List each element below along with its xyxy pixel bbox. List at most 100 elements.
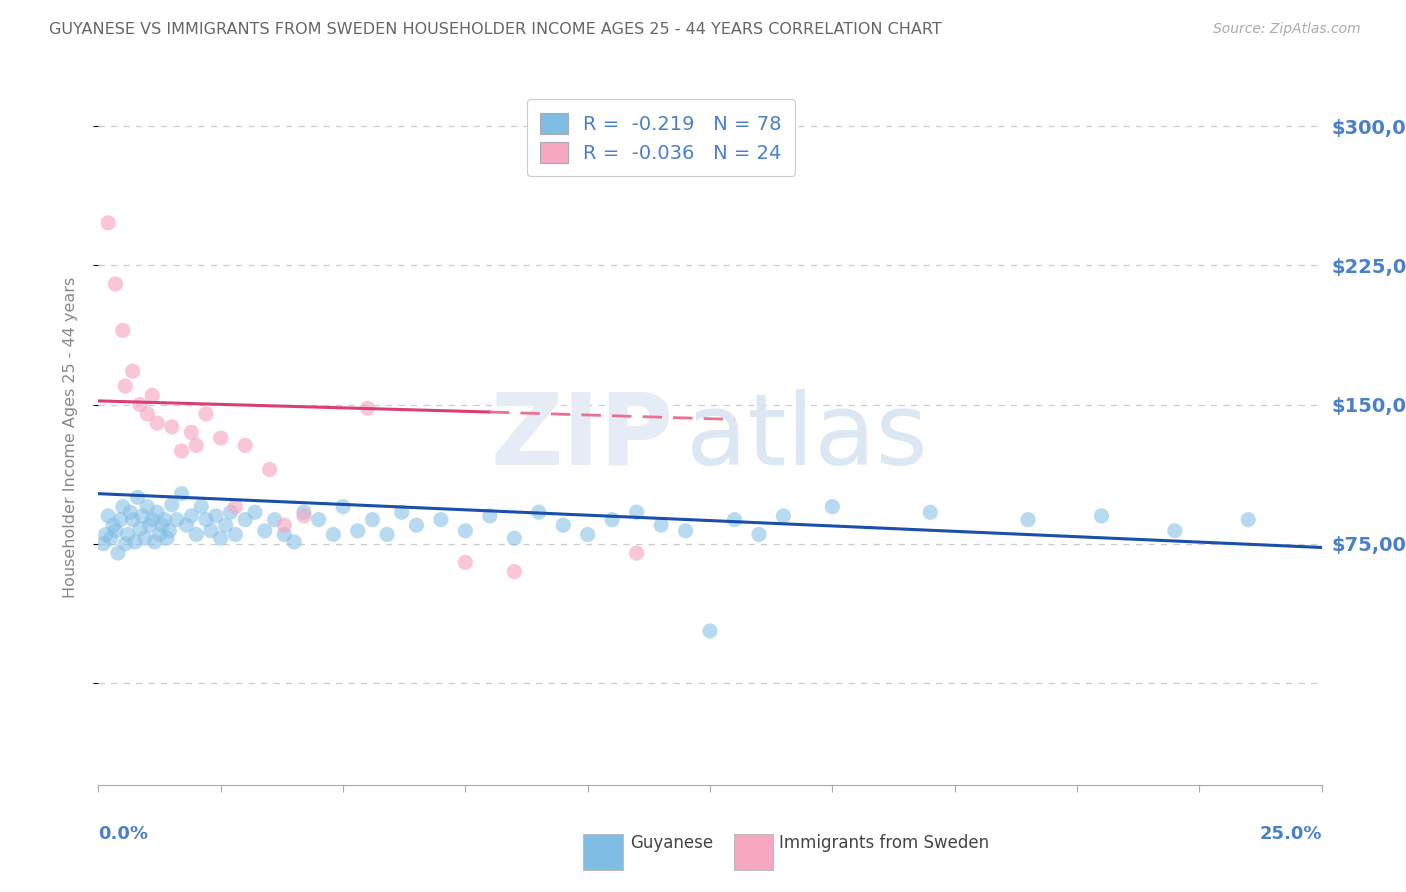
Point: [253, 524, 276, 538]
Point: [224, 500, 246, 514]
Point: [101, 518, 124, 533]
Point: [243, 505, 266, 519]
Point: [136, 500, 159, 514]
Point: [214, 518, 236, 533]
Point: [195, 513, 218, 527]
Point: [626, 505, 648, 519]
Point: [576, 527, 599, 541]
Point: [361, 513, 384, 527]
Point: [553, 518, 575, 533]
Point: [111, 500, 134, 514]
Point: [107, 546, 129, 560]
Point: [94, 527, 117, 541]
Point: [209, 531, 232, 545]
Point: [143, 535, 166, 549]
Point: [111, 323, 134, 337]
Point: [186, 438, 208, 452]
Point: [131, 508, 153, 523]
Point: [205, 508, 228, 523]
Point: [104, 277, 127, 291]
Point: [626, 546, 648, 560]
Point: [97, 216, 120, 230]
Point: [170, 444, 193, 458]
Point: [1017, 513, 1039, 527]
Point: [356, 401, 378, 416]
Y-axis label: Householder Income Ages 25 - 44 years: Householder Income Ages 25 - 44 years: [63, 277, 77, 598]
Point: [405, 518, 427, 533]
Point: [120, 505, 142, 519]
Point: [129, 522, 152, 536]
Point: [675, 524, 697, 538]
Point: [322, 527, 344, 541]
Point: [375, 527, 398, 541]
Point: [146, 416, 169, 430]
Point: [391, 505, 413, 519]
Point: [503, 531, 526, 545]
Point: [186, 527, 208, 541]
Point: [263, 513, 285, 527]
Point: [141, 513, 163, 527]
Text: atlas: atlas: [686, 389, 927, 485]
Text: Immigrants from Sweden: Immigrants from Sweden: [779, 834, 988, 852]
Point: [454, 524, 477, 538]
Point: [146, 505, 169, 519]
Point: [190, 500, 212, 514]
Point: [920, 505, 942, 519]
Point: [117, 527, 139, 541]
Point: [430, 513, 453, 527]
Text: Guyanese: Guyanese: [630, 834, 713, 852]
Text: Source: ZipAtlas.com: Source: ZipAtlas.com: [1213, 22, 1361, 37]
Point: [160, 420, 183, 434]
Point: [157, 524, 180, 538]
Point: [121, 513, 143, 527]
Legend: R =  -0.219   N = 78, R =  -0.036   N = 24: R = -0.219 N = 78, R = -0.036 N = 24: [527, 99, 796, 177]
Text: 0.0%: 0.0%: [98, 825, 149, 843]
Point: [292, 505, 315, 519]
Point: [97, 508, 120, 523]
Point: [292, 508, 315, 523]
Point: [259, 462, 281, 476]
Point: [600, 513, 623, 527]
Point: [121, 364, 143, 378]
Point: [273, 518, 295, 533]
Point: [166, 513, 188, 527]
Point: [1237, 513, 1260, 527]
Point: [104, 524, 127, 538]
Point: [219, 505, 242, 519]
Point: [141, 388, 163, 402]
Point: [273, 527, 295, 541]
Point: [149, 527, 172, 541]
Point: [100, 531, 122, 545]
Point: [91, 537, 114, 551]
Point: [650, 518, 672, 533]
Point: [209, 431, 232, 445]
Point: [139, 518, 162, 533]
Point: [1164, 524, 1187, 538]
Point: [233, 513, 256, 527]
Point: [283, 535, 305, 549]
Point: [332, 500, 354, 514]
Text: 25.0%: 25.0%: [1260, 825, 1322, 843]
Point: [527, 505, 550, 519]
Point: [114, 537, 136, 551]
Point: [170, 486, 193, 500]
Point: [153, 513, 176, 527]
Point: [195, 407, 218, 421]
Point: [136, 407, 159, 421]
Point: [478, 508, 501, 523]
Point: [1090, 508, 1112, 523]
Point: [723, 513, 745, 527]
Point: [160, 498, 183, 512]
Point: [200, 524, 222, 538]
Point: [821, 500, 844, 514]
Point: [176, 518, 198, 533]
Point: [114, 379, 136, 393]
Point: [699, 624, 721, 638]
Point: [308, 513, 330, 527]
Point: [772, 508, 794, 523]
Point: [180, 425, 202, 440]
Text: ZIP: ZIP: [491, 389, 673, 485]
Point: [150, 518, 173, 533]
Point: [180, 508, 202, 523]
Point: [110, 513, 132, 527]
